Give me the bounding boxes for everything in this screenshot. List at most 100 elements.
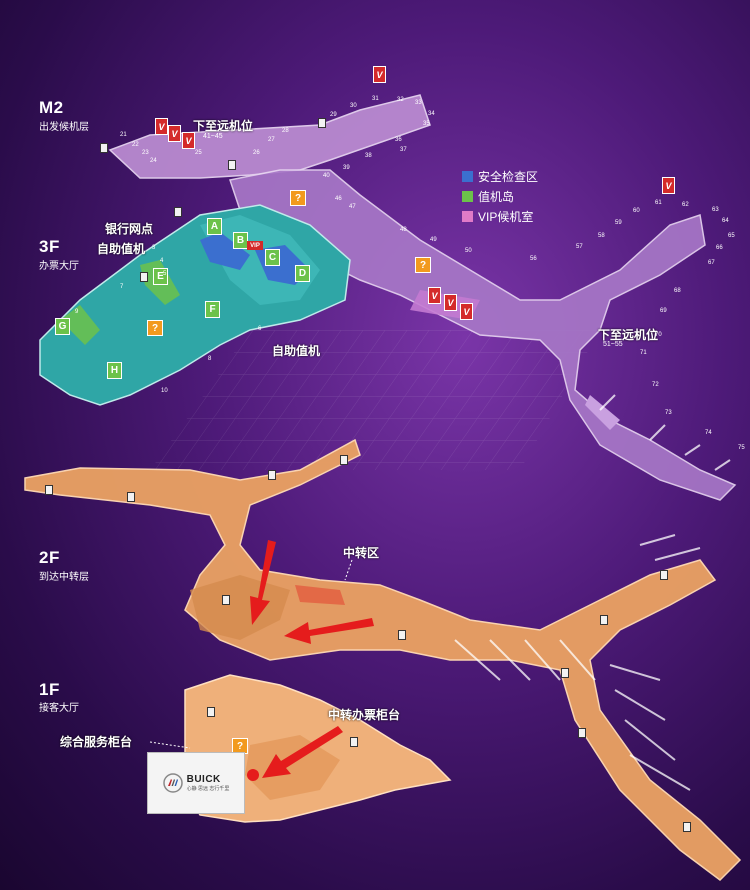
gate-number: 21 [120, 132, 127, 138]
restroom-icon [660, 570, 668, 580]
label-remote-stand-2: 下至远机位 [598, 328, 659, 342]
gate-number: 71 [640, 350, 647, 356]
label-remote-stand-1-gates: 41~45 [203, 133, 223, 140]
vip-lounge-tag: VIP [247, 241, 263, 250]
restroom-icon [140, 272, 148, 282]
vip-gate-icon: V [662, 177, 675, 194]
label-remote-stand-1: 下至远机位 [193, 119, 254, 133]
floor-1f-name: 接客大厅 [39, 703, 79, 714]
gate-number: 58 [598, 233, 605, 239]
vip-gate-icon: V [155, 118, 168, 135]
gate-number: 65 [728, 233, 735, 239]
restroom-icon [340, 455, 348, 465]
vip-gate-icon: V [460, 303, 473, 320]
buick-logo-icon [162, 773, 183, 793]
gate-number: 74 [705, 430, 712, 436]
gate-number: 27 [268, 137, 275, 143]
label-bank: 银行网点 [105, 222, 154, 236]
restroom-icon [268, 470, 276, 480]
gate-number: 56 [530, 256, 537, 262]
gate-number: 34 [428, 111, 435, 117]
gate-number: 22 [132, 142, 139, 148]
checkin-zone-d: D [295, 265, 310, 282]
floor-grid [150, 330, 600, 470]
gate-number: 60 [633, 208, 640, 214]
checkin-zone-b: B [233, 232, 248, 249]
restroom-icon [398, 630, 406, 640]
checkin-zone-h: H [107, 362, 122, 379]
gate-number: 68 [674, 288, 681, 294]
gate-number: 25 [195, 150, 202, 156]
floor-2f-code: 2F [39, 548, 60, 567]
legend-label-vip: VIP候机室 [478, 210, 534, 224]
floor-m2-code: M2 [39, 98, 64, 117]
restroom-icon [222, 595, 230, 605]
legend-checkin: 值机岛 [462, 188, 514, 205]
floor-m2-name: 出发候机层 [39, 122, 89, 133]
buick-tagline: 心静 思远 志行千里 [186, 786, 230, 792]
gate-number: 37 [400, 147, 407, 153]
floor-2f-name: 到达中转层 [39, 572, 89, 583]
gate-number: 35 [423, 121, 430, 127]
legend-swatch-checkin [462, 191, 473, 202]
vip-gate-icon: V [182, 132, 195, 149]
checkin-zone-c: C [265, 249, 280, 266]
restroom-icon [683, 822, 691, 832]
restroom-icon [561, 668, 569, 678]
gate-number: 69 [660, 308, 667, 314]
gate-number: 38 [365, 153, 372, 159]
counter-row-number: 6 [258, 326, 262, 332]
vip-gate-icon: V [168, 125, 181, 142]
gate-number: 32 [397, 97, 404, 103]
checkin-zone-a: A [207, 218, 222, 235]
label-transfer-zone: 中转区 [343, 546, 380, 560]
restroom-icon [207, 707, 215, 717]
gate-number: 24 [150, 158, 157, 164]
leader-lines [149, 559, 353, 749]
gate-number: 40 [323, 173, 330, 179]
1f-floor-shape [184, 674, 452, 823]
legend-security: 安全检查区 [462, 168, 538, 185]
gate-number: 50 [465, 248, 472, 254]
location-marker [247, 769, 259, 781]
legend-vip: VIP候机室 [462, 208, 533, 225]
gate-number: 63 [712, 207, 719, 213]
gate-number: 61 [655, 200, 662, 206]
floor-3f-name: 办票大厅 [39, 261, 79, 272]
restroom-icon [127, 492, 135, 502]
gate-number: 49 [430, 237, 437, 243]
gate-number: 48 [400, 227, 407, 233]
checkin-zone-e: E [153, 268, 168, 285]
legend-label-checkin: 值机岛 [478, 190, 515, 204]
information-icon: ? [147, 320, 163, 336]
gate-number: 47 [349, 204, 356, 210]
restroom-icon [600, 615, 608, 625]
restroom-icon [45, 485, 53, 495]
restroom-icon [174, 207, 182, 217]
information-icon: ? [290, 190, 306, 206]
gate-number: 31 [372, 96, 379, 102]
gate-number: 72 [652, 382, 659, 388]
gate-number: 66 [716, 245, 723, 251]
counter-row-number: 4 [160, 258, 164, 264]
checkin-zone-f: F [205, 301, 220, 318]
2f-floor-shape [24, 438, 742, 881]
restroom-icon [100, 143, 108, 153]
information-icon: ? [415, 257, 431, 273]
gate-number: 64 [722, 218, 729, 224]
counter-row-number: 8 [208, 356, 212, 362]
counter-row-number: 5 [163, 271, 167, 277]
counter-row-number: 10 [161, 388, 168, 394]
label-remote-stand-2-gates: 51~55 [603, 341, 623, 348]
gate-number: 62 [682, 202, 689, 208]
gate-number: 23 [142, 150, 149, 156]
buick-brand-name: BUICK [186, 774, 221, 785]
restroom-icon [228, 160, 236, 170]
vip-gate-icon: V [428, 287, 441, 304]
legend-label-security: 安全检查区 [478, 170, 539, 184]
restroom-icon [578, 728, 586, 738]
gate-piers [454, 394, 731, 791]
gate-number: 28 [282, 128, 289, 134]
